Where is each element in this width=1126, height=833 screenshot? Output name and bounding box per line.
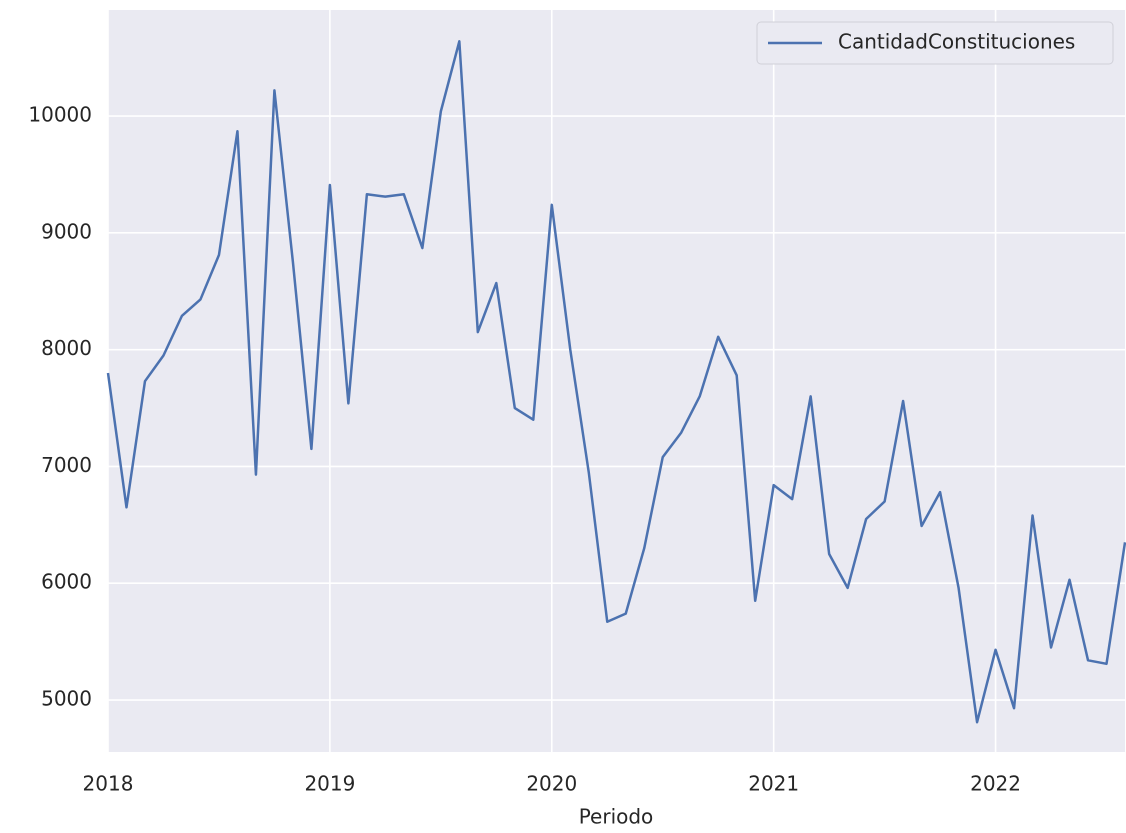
- y-tick-label: 7000: [41, 453, 92, 477]
- labels: 5000 6000 7000 8000 9000 10000 2018 2019 2020 202…: [28, 103, 1021, 796]
- lines: [106, 40, 1126, 724]
- y-tick-label: 10000: [28, 103, 92, 127]
- y-tick-label: 6000: [41, 570, 92, 594]
- x-axis-label: Periodo: [579, 805, 654, 829]
- legend: CantidadConstituciones: [756, 21, 1114, 65]
- x-tick-label: 2019: [304, 772, 355, 796]
- y-tick-label: 5000: [41, 687, 92, 711]
- legend-box: [756, 21, 1114, 65]
- data-line: [106, 40, 1126, 724]
- x-tick-label: 2021: [748, 772, 799, 796]
- x-tick-label: 2020: [526, 772, 577, 796]
- x-tick-label: 2022: [970, 772, 1021, 796]
- x-tick-label: 2018: [83, 772, 134, 796]
- legend-label: CantidadConstituciones: [838, 30, 1075, 54]
- plot-area: [108, 10, 1125, 752]
- grid: [107, 10, 1125, 752]
- y-tick-label: 8000: [41, 336, 92, 360]
- y-tick-label: 9000: [41, 219, 92, 243]
